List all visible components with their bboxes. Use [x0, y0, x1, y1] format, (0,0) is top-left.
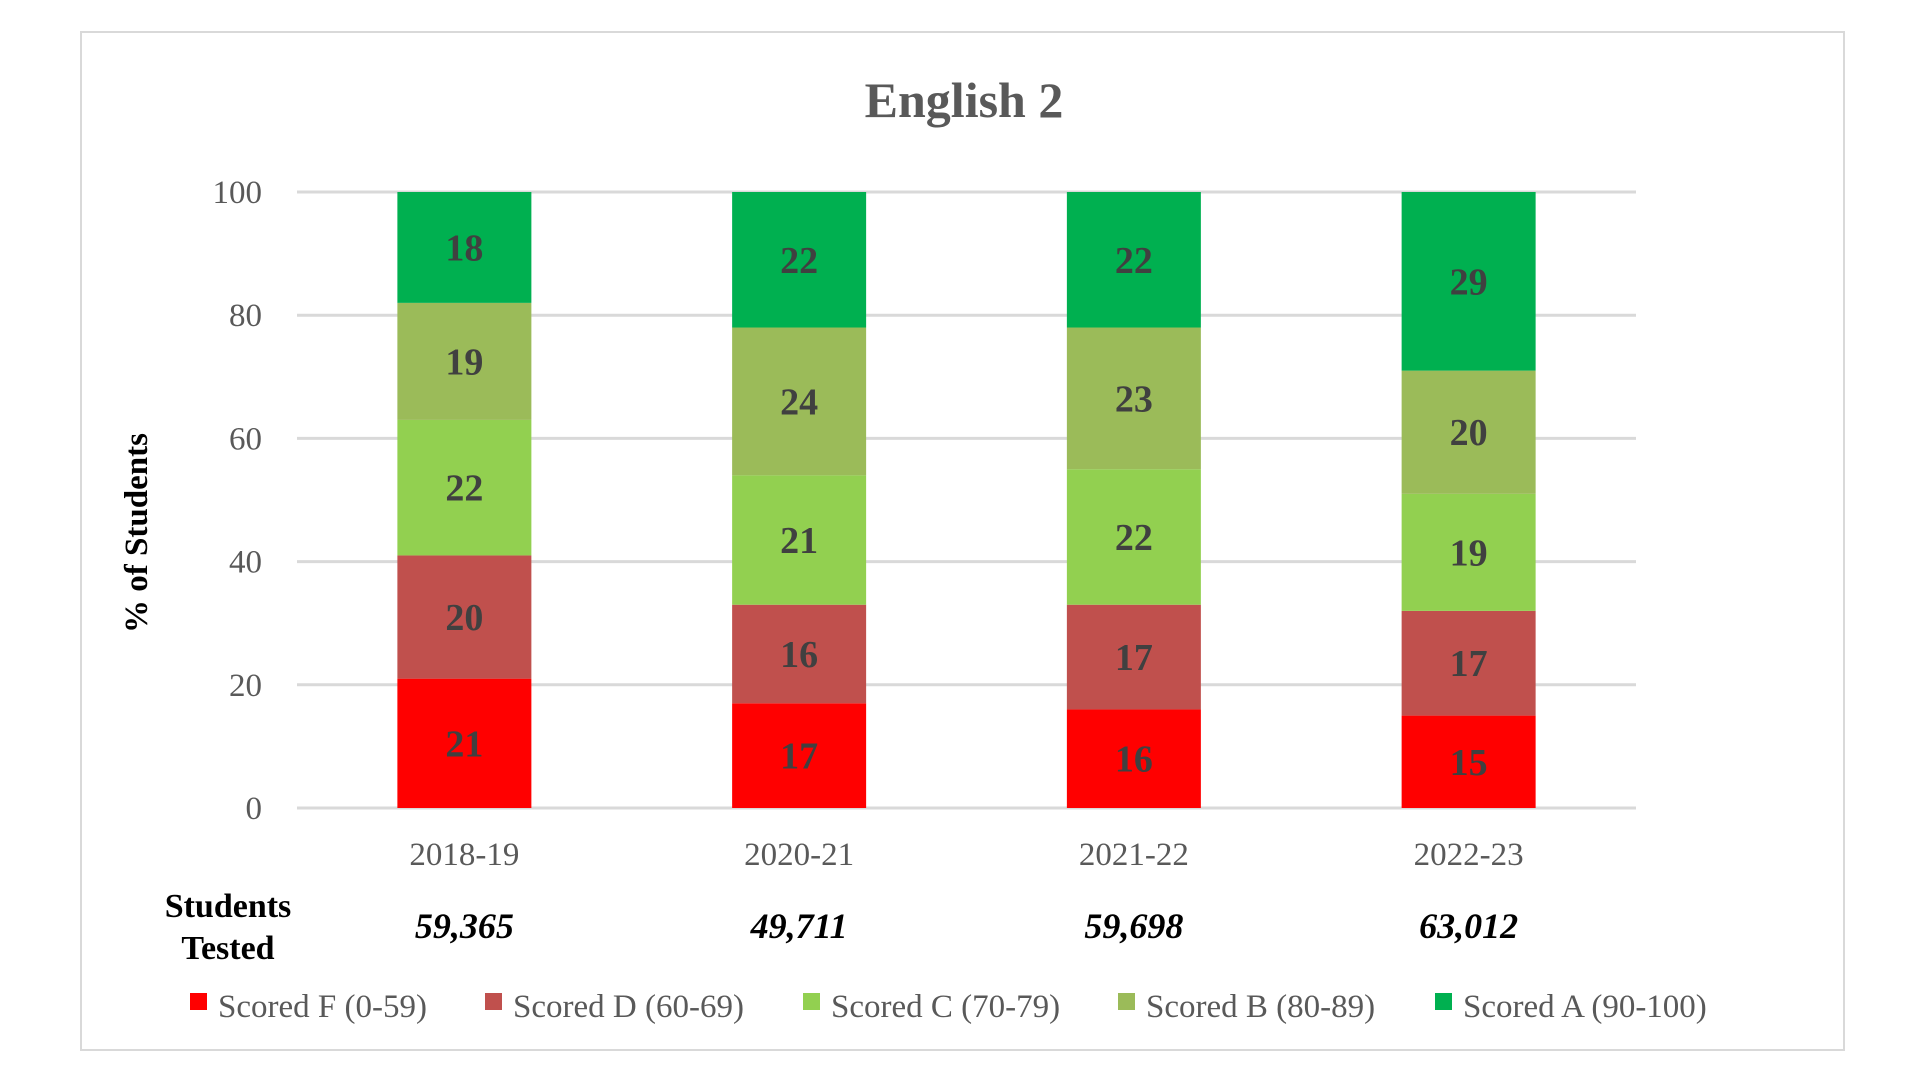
data-label: 23 — [1115, 378, 1153, 420]
students-tested-label: Tested — [181, 930, 274, 967]
bar-segment — [732, 327, 867, 476]
legend-swatch — [485, 993, 502, 1010]
bar-segment — [1401, 715, 1536, 808]
data-label: 15 — [1450, 742, 1488, 784]
bar-segment — [1401, 493, 1536, 611]
legend-label: Scored D (60-69) — [513, 989, 744, 1025]
y-tick-label: 0 — [246, 791, 263, 827]
legend-label: Scored B (80-89) — [1146, 989, 1375, 1025]
bar-segment — [732, 604, 867, 704]
bar-segment — [397, 419, 532, 556]
students-tested-label: Students — [165, 888, 292, 925]
y-tick-label: 60 — [229, 421, 262, 457]
data-label: 22 — [1115, 240, 1153, 282]
chart-frame — [80, 31, 1845, 1051]
data-label: 20 — [445, 597, 483, 639]
bar-segment — [1401, 192, 1536, 371]
legend-swatch — [1118, 993, 1135, 1010]
y-axis-label: % of Students — [119, 433, 155, 633]
data-label: 21 — [780, 520, 818, 562]
bar-segment — [732, 192, 867, 328]
data-label: 22 — [780, 240, 818, 282]
data-label: 16 — [1115, 739, 1153, 781]
students-tested-value: 63,012 — [1419, 906, 1518, 946]
y-tick-label: 40 — [229, 545, 262, 581]
bar-segment — [1066, 709, 1201, 808]
bar-segment — [1066, 604, 1201, 710]
data-label: 24 — [780, 381, 818, 423]
x-tick-label: 2018-19 — [409, 837, 519, 873]
data-label: 17 — [1450, 643, 1488, 685]
legend-label: Scored C (70-79) — [831, 989, 1060, 1025]
bar-segment — [397, 678, 532, 808]
bar-segment — [1066, 192, 1201, 328]
data-label: 19 — [1450, 532, 1488, 574]
y-tick-label: 20 — [229, 668, 262, 704]
bar-segment — [397, 555, 532, 679]
y-tick-label: 100 — [213, 175, 263, 211]
bar-segment — [1401, 610, 1536, 716]
legend-swatch — [803, 993, 820, 1010]
data-label: 18 — [445, 227, 483, 269]
x-tick-label: 2020-21 — [744, 837, 854, 873]
x-tick-label: 2021-22 — [1079, 837, 1189, 873]
data-label: 16 — [780, 634, 818, 676]
legend-label: Scored A (90-100) — [1463, 989, 1707, 1025]
legend-swatch — [190, 993, 207, 1010]
bar-segment — [732, 703, 867, 808]
legend-label: Scored F (0-59) — [218, 989, 427, 1025]
data-label: 19 — [445, 341, 483, 383]
data-label: 17 — [780, 736, 818, 778]
bar-segment — [1066, 327, 1201, 470]
students-tested-value: 49,711 — [750, 906, 848, 946]
bar-segment — [1401, 370, 1536, 494]
data-label: 21 — [445, 723, 483, 765]
bar-segment — [1066, 469, 1201, 605]
data-label: 22 — [445, 468, 483, 510]
students-tested-value: 59,698 — [1084, 906, 1183, 946]
students-tested-value: 59,365 — [415, 906, 514, 946]
y-tick-label: 80 — [229, 298, 262, 334]
chart-title: English 2 — [865, 72, 1064, 128]
data-label: 20 — [1450, 412, 1488, 454]
bar-segment — [732, 475, 867, 605]
data-label: 22 — [1115, 517, 1153, 559]
data-label: 17 — [1115, 637, 1153, 679]
x-tick-label: 2022-23 — [1414, 837, 1524, 873]
bar-segment — [397, 302, 532, 420]
data-label: 29 — [1450, 261, 1488, 303]
legend-swatch — [1435, 993, 1452, 1010]
bar-segment — [397, 192, 532, 303]
